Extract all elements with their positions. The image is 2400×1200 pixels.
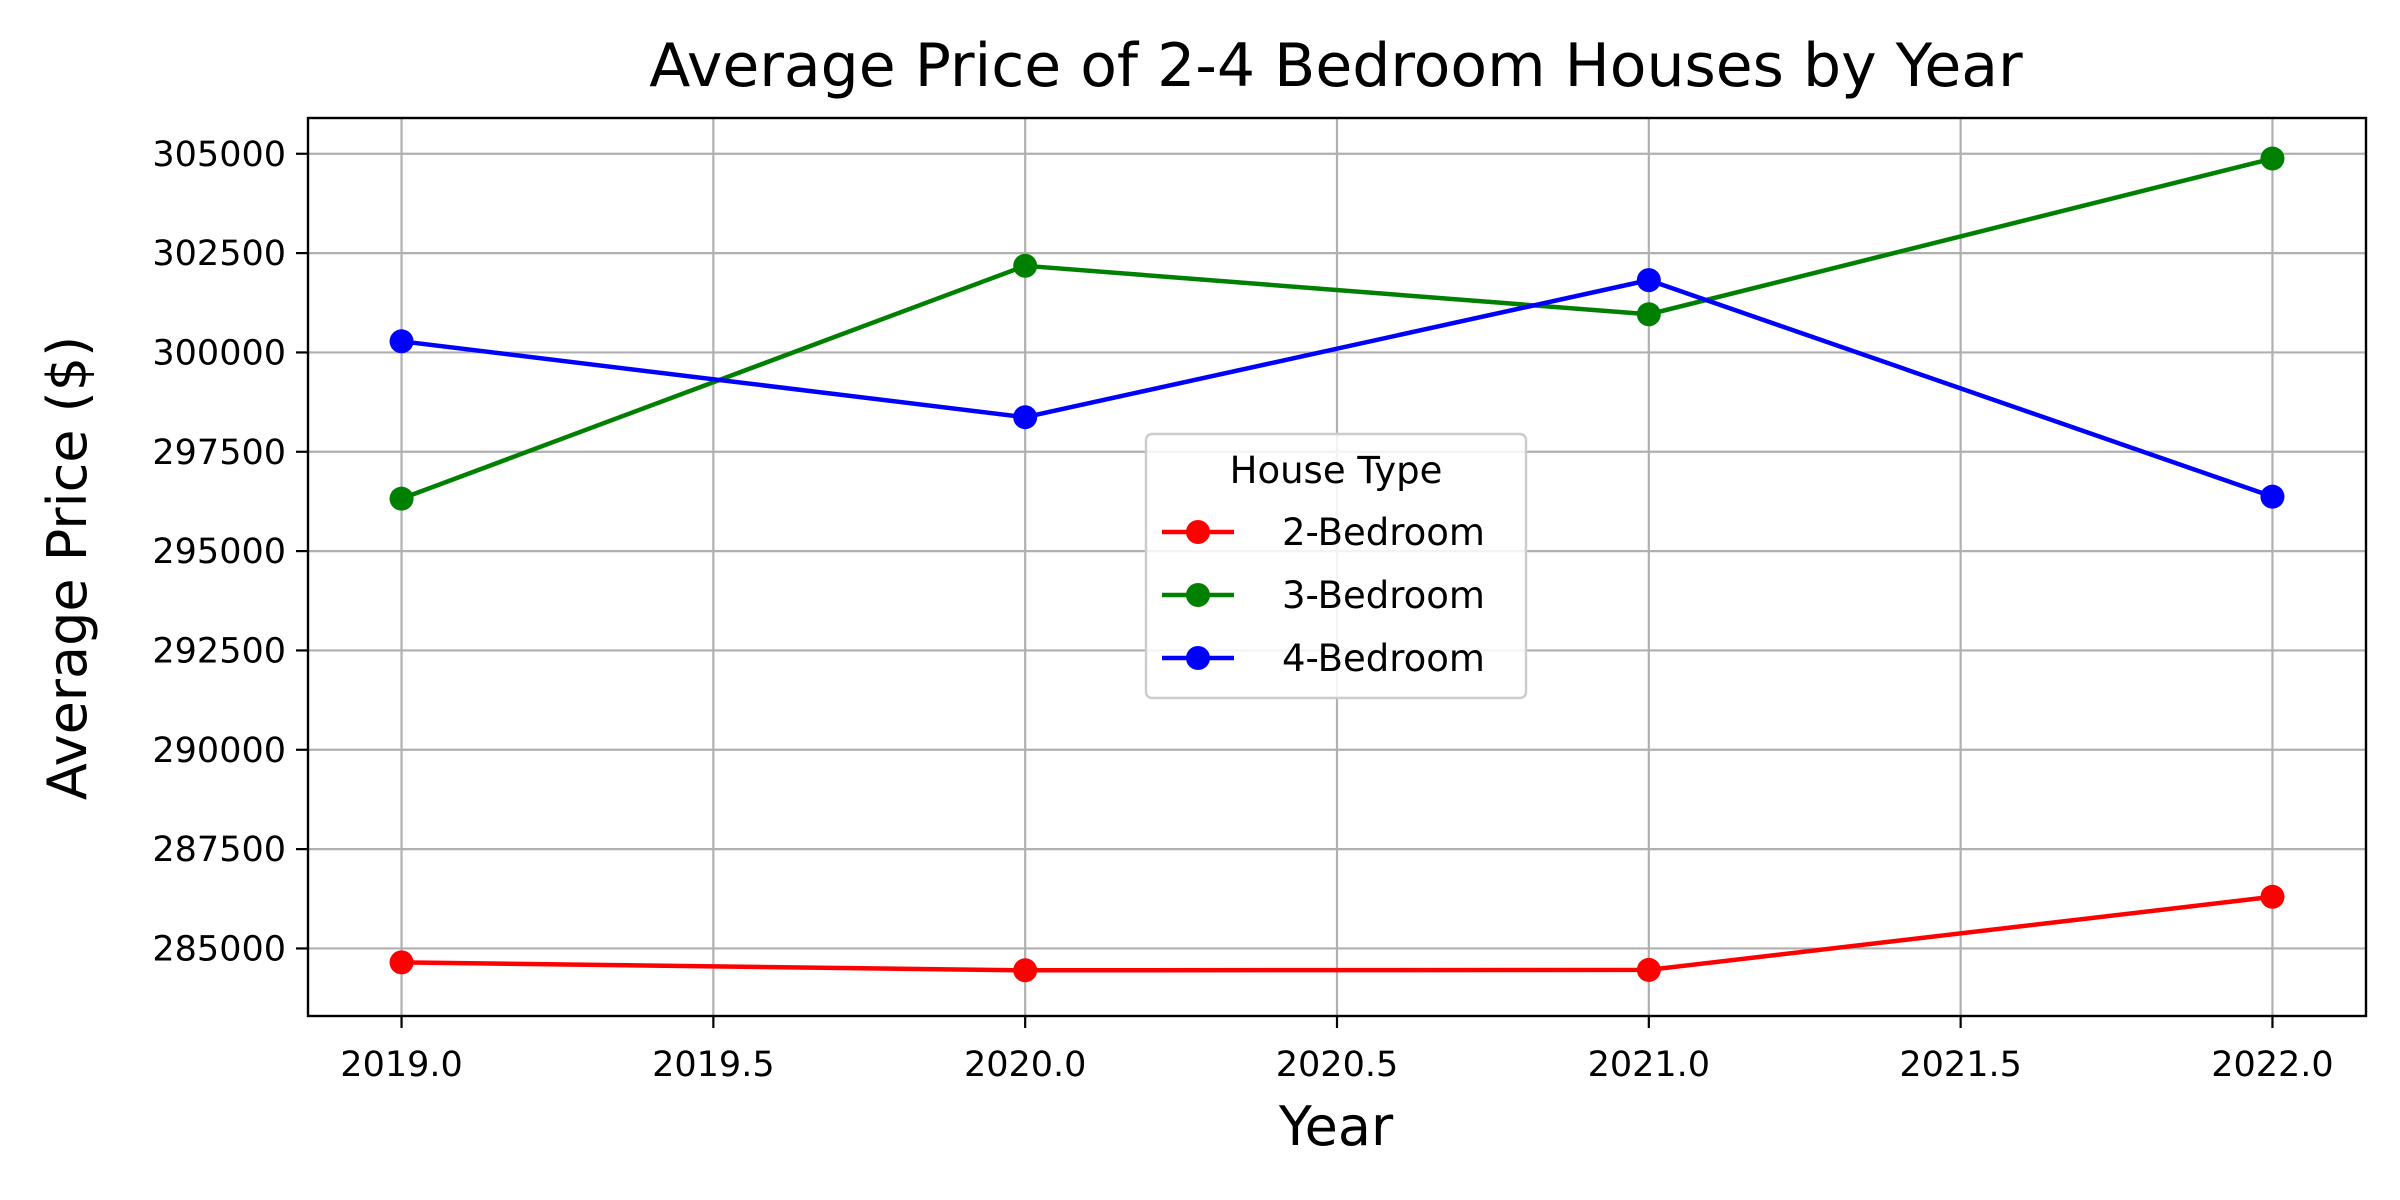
x-tick-label: 2021.0 [1588, 1045, 1710, 1085]
series-line-3-bedroom [400, 156, 2273, 501]
data-point-3-bedroom [1636, 302, 1661, 327]
y-tick-label: 305000 [152, 135, 286, 175]
x-tick-label: 2020.5 [1276, 1045, 1398, 1085]
series-4-bedroom [389, 268, 2285, 509]
data-point-3-bedroom [389, 486, 414, 511]
legend-label: 3-Bedroom [1282, 574, 1485, 617]
legend-marker [1186, 583, 1210, 607]
y-axis-title: Average Price ($) [36, 336, 99, 800]
legend-marker [1186, 520, 1210, 544]
x-axis-ticks: 2019.0 2019.5 2020.0 2020.5 2021.0 2021.5 2022… [340, 1016, 2334, 1085]
y-axis-ticks: 285000 287500 290000 292500 295000 297500 3000… [152, 135, 308, 969]
legend-box [1144, 432, 1528, 700]
chart-title: Average Price of 2-4 Bedroom Houses by Y… [649, 31, 2023, 101]
data-point-4-bedroom [1013, 405, 1038, 430]
data-point-3-bedroom [1013, 253, 1038, 278]
data-point-4-bedroom [389, 329, 414, 354]
legend-title: House Type [1230, 449, 1443, 492]
y-tick-label: 285000 [152, 929, 286, 969]
data-point-2-bedroom [2260, 884, 2285, 909]
series-layer [389, 146, 2285, 983]
legend-label: 4-Bedroom [1282, 637, 1485, 680]
legend-marker [1186, 646, 1210, 670]
y-tick-label: 295000 [152, 532, 286, 572]
x-tick-label: 2019.0 [340, 1045, 462, 1085]
series-line-4-bedroom [401, 277, 2274, 499]
data-point-2-bedroom [1013, 958, 1038, 983]
data-point-4-bedroom [2260, 484, 2285, 509]
series-line-2-bedroom [401, 894, 2273, 973]
legend-entry-3-bedroom: 3-Bedroom [1162, 574, 1485, 617]
x-axis-title: Year [1278, 1095, 1394, 1158]
series-2-bedroom [389, 884, 2285, 983]
y-tick-label: 287500 [152, 830, 286, 870]
data-point-3-bedroom [2260, 146, 2285, 171]
data-point-4-bedroom [1636, 268, 1661, 293]
legend: House Type 2-Bedroom 3-Bedroom 4-Bedroom [1144, 432, 1528, 700]
y-tick-label: 292500 [152, 631, 286, 671]
y-tick-label: 300000 [152, 333, 286, 373]
y-tick-label: 290000 [152, 731, 286, 771]
y-tick-label: 302500 [152, 234, 286, 274]
legend-label: 2-Bedroom [1282, 511, 1485, 554]
legend-entry-2-bedroom: 2-Bedroom [1162, 511, 1485, 554]
data-point-2-bedroom [389, 950, 414, 975]
series-3-bedroom [389, 146, 2285, 511]
legend-entries: 2-Bedroom 3-Bedroom 4-Bedroom [1162, 511, 1485, 680]
x-tick-label: 2020.0 [964, 1045, 1086, 1085]
x-tick-label: 2021.5 [1899, 1045, 2021, 1085]
legend-entry-4-bedroom: 4-Bedroom [1162, 637, 1485, 680]
x-tick-label: 2022.0 [2211, 1045, 2333, 1085]
y-tick-label: 297500 [152, 433, 286, 473]
x-tick-label: 2019.5 [652, 1045, 774, 1085]
data-point-2-bedroom [1636, 957, 1661, 982]
